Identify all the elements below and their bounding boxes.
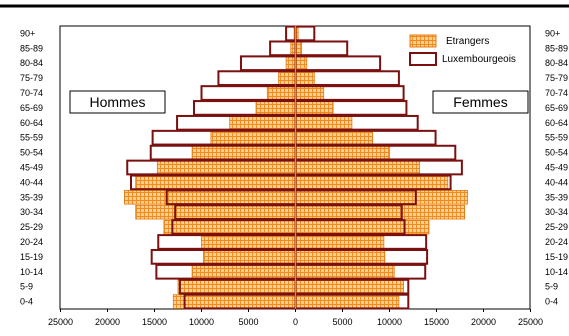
right-category-ticks: 0-4 5-9 10-14 15-19 20-24 25-29 30-34 35-39 40-4…	[545, 28, 568, 306]
side-label-right-box	[432, 90, 529, 114]
bar-etrangers-femmes-50-54	[295, 145, 390, 160]
x-tick-label-9: 20000	[471, 317, 496, 327]
category-label-left-10-14: 10-14	[20, 267, 43, 277]
bar-etrangers-femmes-0-4	[295, 294, 400, 309]
bar-etrangers-femmes-40-44	[295, 175, 449, 190]
bar-etrangers-hommes-40-44	[135, 175, 296, 190]
category-label-left-35-39: 35-39	[20, 192, 43, 202]
category-label-right-80-84: 80-84	[545, 58, 568, 68]
bar-etrangers-femmes-10-14	[295, 264, 395, 280]
bar-etrangers-femmes-20-24	[295, 234, 385, 250]
bar-etrangers-hommes-5-9	[177, 279, 296, 294]
legend: Etrangers Luxembourgeois	[409, 34, 516, 66]
legend-label-luxembourgeois: Luxembourgeois	[442, 54, 516, 65]
bar-etrangers-hommes-80-84	[285, 55, 296, 71]
category-label-left-55-59: 55-59	[20, 133, 43, 143]
side-label-right: Femmes	[432, 90, 529, 114]
category-label-right-55-59: 55-59	[545, 133, 568, 143]
bar-etrangers-hommes-60-64	[229, 115, 296, 131]
category-label-right-40-44: 40-44	[545, 177, 568, 187]
bar-etrangers-hommes-0-4	[172, 294, 296, 309]
x-tick-label-2: 15000	[142, 317, 167, 327]
x-tick-label-7: 10000	[377, 317, 402, 327]
category-label-left-30-34: 30-34	[20, 207, 43, 217]
category-label-left-65-69: 65-69	[20, 103, 43, 113]
side-label-left: Hommes	[69, 90, 166, 114]
category-label-left-75-79: 75-79	[20, 73, 43, 83]
category-label-left-25-29: 25-29	[20, 222, 43, 232]
bar-etrangers-hommes-45-49	[156, 160, 296, 175]
category-label-right-5-9: 5-9	[545, 282, 558, 292]
category-label-right-20-24: 20-24	[545, 237, 568, 247]
category-label-left-5-9: 5-9	[20, 282, 33, 292]
category-label-right-30-34: 30-34	[545, 207, 568, 217]
bar-etrangers-femmes-35-39	[295, 190, 468, 205]
category-label-right-10-14: 10-14	[545, 267, 568, 277]
category-label-right-25-29: 25-29	[545, 222, 568, 232]
bar-etrangers-hommes-35-39	[124, 190, 296, 205]
legend-label-etrangers: Etrangers	[446, 36, 489, 47]
side-label-left-text: Hommes	[89, 94, 145, 110]
bar-etrangers-femmes-45-49	[295, 160, 420, 175]
category-label-left-85-89: 85-89	[20, 43, 43, 53]
left-category-ticks: 0-4 5-9 10-14 15-19 20-24 25-29 30-34 35-39 40-4…	[20, 28, 43, 306]
x-tick-label-1: 20000	[95, 317, 120, 327]
category-label-left-45-49: 45-49	[20, 163, 43, 173]
bar-etrangers-femmes-60-64	[295, 115, 353, 131]
bar-etrangers-hommes-10-14	[191, 264, 296, 280]
category-label-right-15-19: 15-19	[545, 252, 568, 262]
category-label-left-80-84: 80-84	[20, 58, 43, 68]
bar-etrangers-femmes-65-69	[295, 100, 334, 116]
bar-etrangers-femmes-30-34	[295, 204, 466, 220]
category-label-right-75-79: 75-79	[545, 73, 568, 83]
category-label-left-60-64: 60-64	[20, 118, 43, 128]
x-tick-label-3: 10000	[189, 317, 214, 327]
category-label-right-50-54: 50-54	[545, 148, 568, 158]
x-tick-label-0: 25000	[48, 317, 73, 327]
category-label-left-0-4: 0-4	[20, 297, 33, 307]
bar-etrangers-hommes-15-19	[202, 249, 296, 265]
bar-etrangers-hommes-30-34	[135, 204, 296, 220]
category-label-left-90plus: 90+	[20, 28, 35, 38]
bar-etrangers-hommes-70-74	[266, 85, 296, 101]
bar-etrangers-hommes-55-59	[210, 130, 296, 145]
category-label-right-60-64: 60-64	[545, 118, 568, 128]
category-label-right-90plus: 90+	[545, 28, 560, 38]
bar-etrangers-hommes-75-79	[278, 70, 296, 86]
bar-etrangers-hommes-50-54	[191, 145, 296, 160]
category-label-right-45-49: 45-49	[545, 163, 568, 173]
x-tick-label-4: 5000	[238, 317, 258, 327]
bar-etrangers-femmes-25-29	[295, 219, 430, 235]
bar-etrangers-femmes-70-74	[295, 85, 325, 101]
bar-etrangers-femmes-5-9	[295, 279, 404, 294]
bar-etrangers-femmes-75-79	[295, 70, 315, 86]
category-label-right-70-74: 70-74	[545, 88, 568, 98]
category-label-left-50-54: 50-54	[20, 148, 43, 158]
legend-swatch-luxembourgeois	[409, 52, 437, 66]
bar-etrangers-hommes-20-24	[201, 234, 296, 250]
category-label-left-20-24: 20-24	[20, 237, 43, 247]
x-tick-label-6: 5000	[332, 317, 352, 327]
x-axis-ticks: 25000 20000 15000 10000 5000 0 5000 10000 15000 2…	[48, 309, 543, 327]
side-label-right-text: Femmes	[453, 94, 507, 110]
side-label-left-box	[69, 90, 166, 114]
bar-etrangers-hommes-65-69	[255, 100, 296, 116]
bar-etrangers-femmes-55-59	[295, 130, 373, 145]
category-label-right-35-39: 35-39	[545, 192, 568, 202]
legend-swatch-etrangers	[409, 34, 437, 48]
x-tick-label-8: 15000	[424, 317, 449, 327]
bar-etrangers-femmes-80-84	[295, 55, 308, 71]
bar-etrangers-hommes-25-29	[163, 219, 296, 235]
category-label-left-70-74: 70-74	[20, 88, 43, 98]
x-tick-label-10: 25000	[518, 317, 543, 327]
category-label-left-40-44: 40-44	[20, 177, 43, 187]
bar-etrangers-femmes-15-19	[295, 249, 386, 265]
x-tick-label-5: 0	[293, 317, 298, 327]
category-label-left-15-19: 15-19	[20, 252, 43, 262]
category-label-right-0-4: 0-4	[545, 297, 558, 307]
category-label-right-85-89: 85-89	[545, 43, 568, 53]
category-label-right-65-69: 65-69	[545, 103, 568, 113]
